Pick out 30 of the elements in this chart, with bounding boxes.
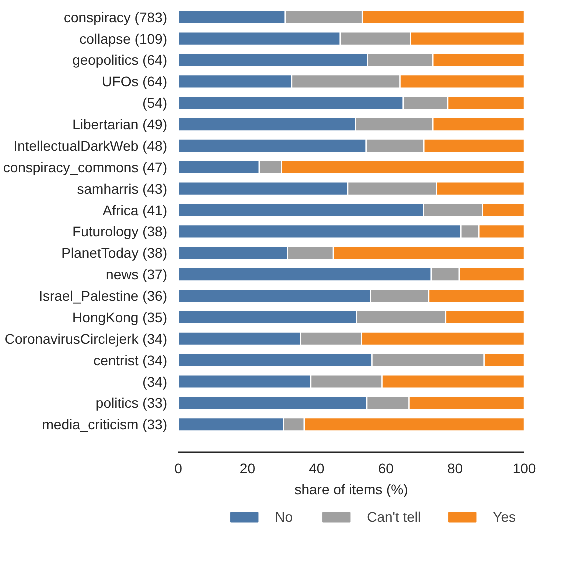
y-tick-label: (34) <box>142 374 168 390</box>
legend-label: Yes <box>493 509 516 525</box>
x-tick-label: 100 <box>512 460 536 476</box>
legend-label: No <box>275 509 294 525</box>
y-tick-label: IntellectualDarkWeb (48) <box>14 138 168 154</box>
x-tick-label: 40 <box>309 460 325 476</box>
y-tick-label: conspiracy (783) <box>64 9 168 26</box>
x-tick-label: 20 <box>240 460 256 476</box>
y-tick-label: news (37) <box>106 266 168 283</box>
y-tick-label: collapse (109) <box>80 30 168 47</box>
y-tick-label: Israel_Palestine (36) <box>39 288 168 304</box>
x-tick-label: 0 <box>174 460 183 476</box>
y-tick-label: politics (33) <box>96 395 168 412</box>
y-tick-label: UFOs (64) <box>102 74 168 90</box>
x-tick-label: 60 <box>378 460 394 476</box>
y-tick-label: Futurology (38) <box>72 224 168 240</box>
legend-label: Can't tell <box>367 509 422 525</box>
y-tick-label: conspiracy_commons (47) <box>3 159 168 176</box>
y-tick-label: media_criticism (33) <box>42 416 168 433</box>
x-tick-label: 80 <box>448 460 464 476</box>
y-tick-label: (54) <box>142 95 168 112</box>
y-tick-label: CoronavirusCirclejerk (34) <box>4 330 168 347</box>
y-tick-label: Africa (41) <box>102 202 168 218</box>
y-tick-label: Libertarian (49) <box>72 116 168 133</box>
y-tick-label: centrist (34) <box>94 352 168 368</box>
x-axis-title: share of items (%) <box>294 482 408 498</box>
y-tick-label: PlanetToday (38) <box>62 245 168 262</box>
y-tick-label: samharris (43) <box>77 180 168 197</box>
y-tick-label: geopolitics (64) <box>72 52 168 68</box>
y-tick-label: HongKong (35) <box>72 309 168 326</box>
